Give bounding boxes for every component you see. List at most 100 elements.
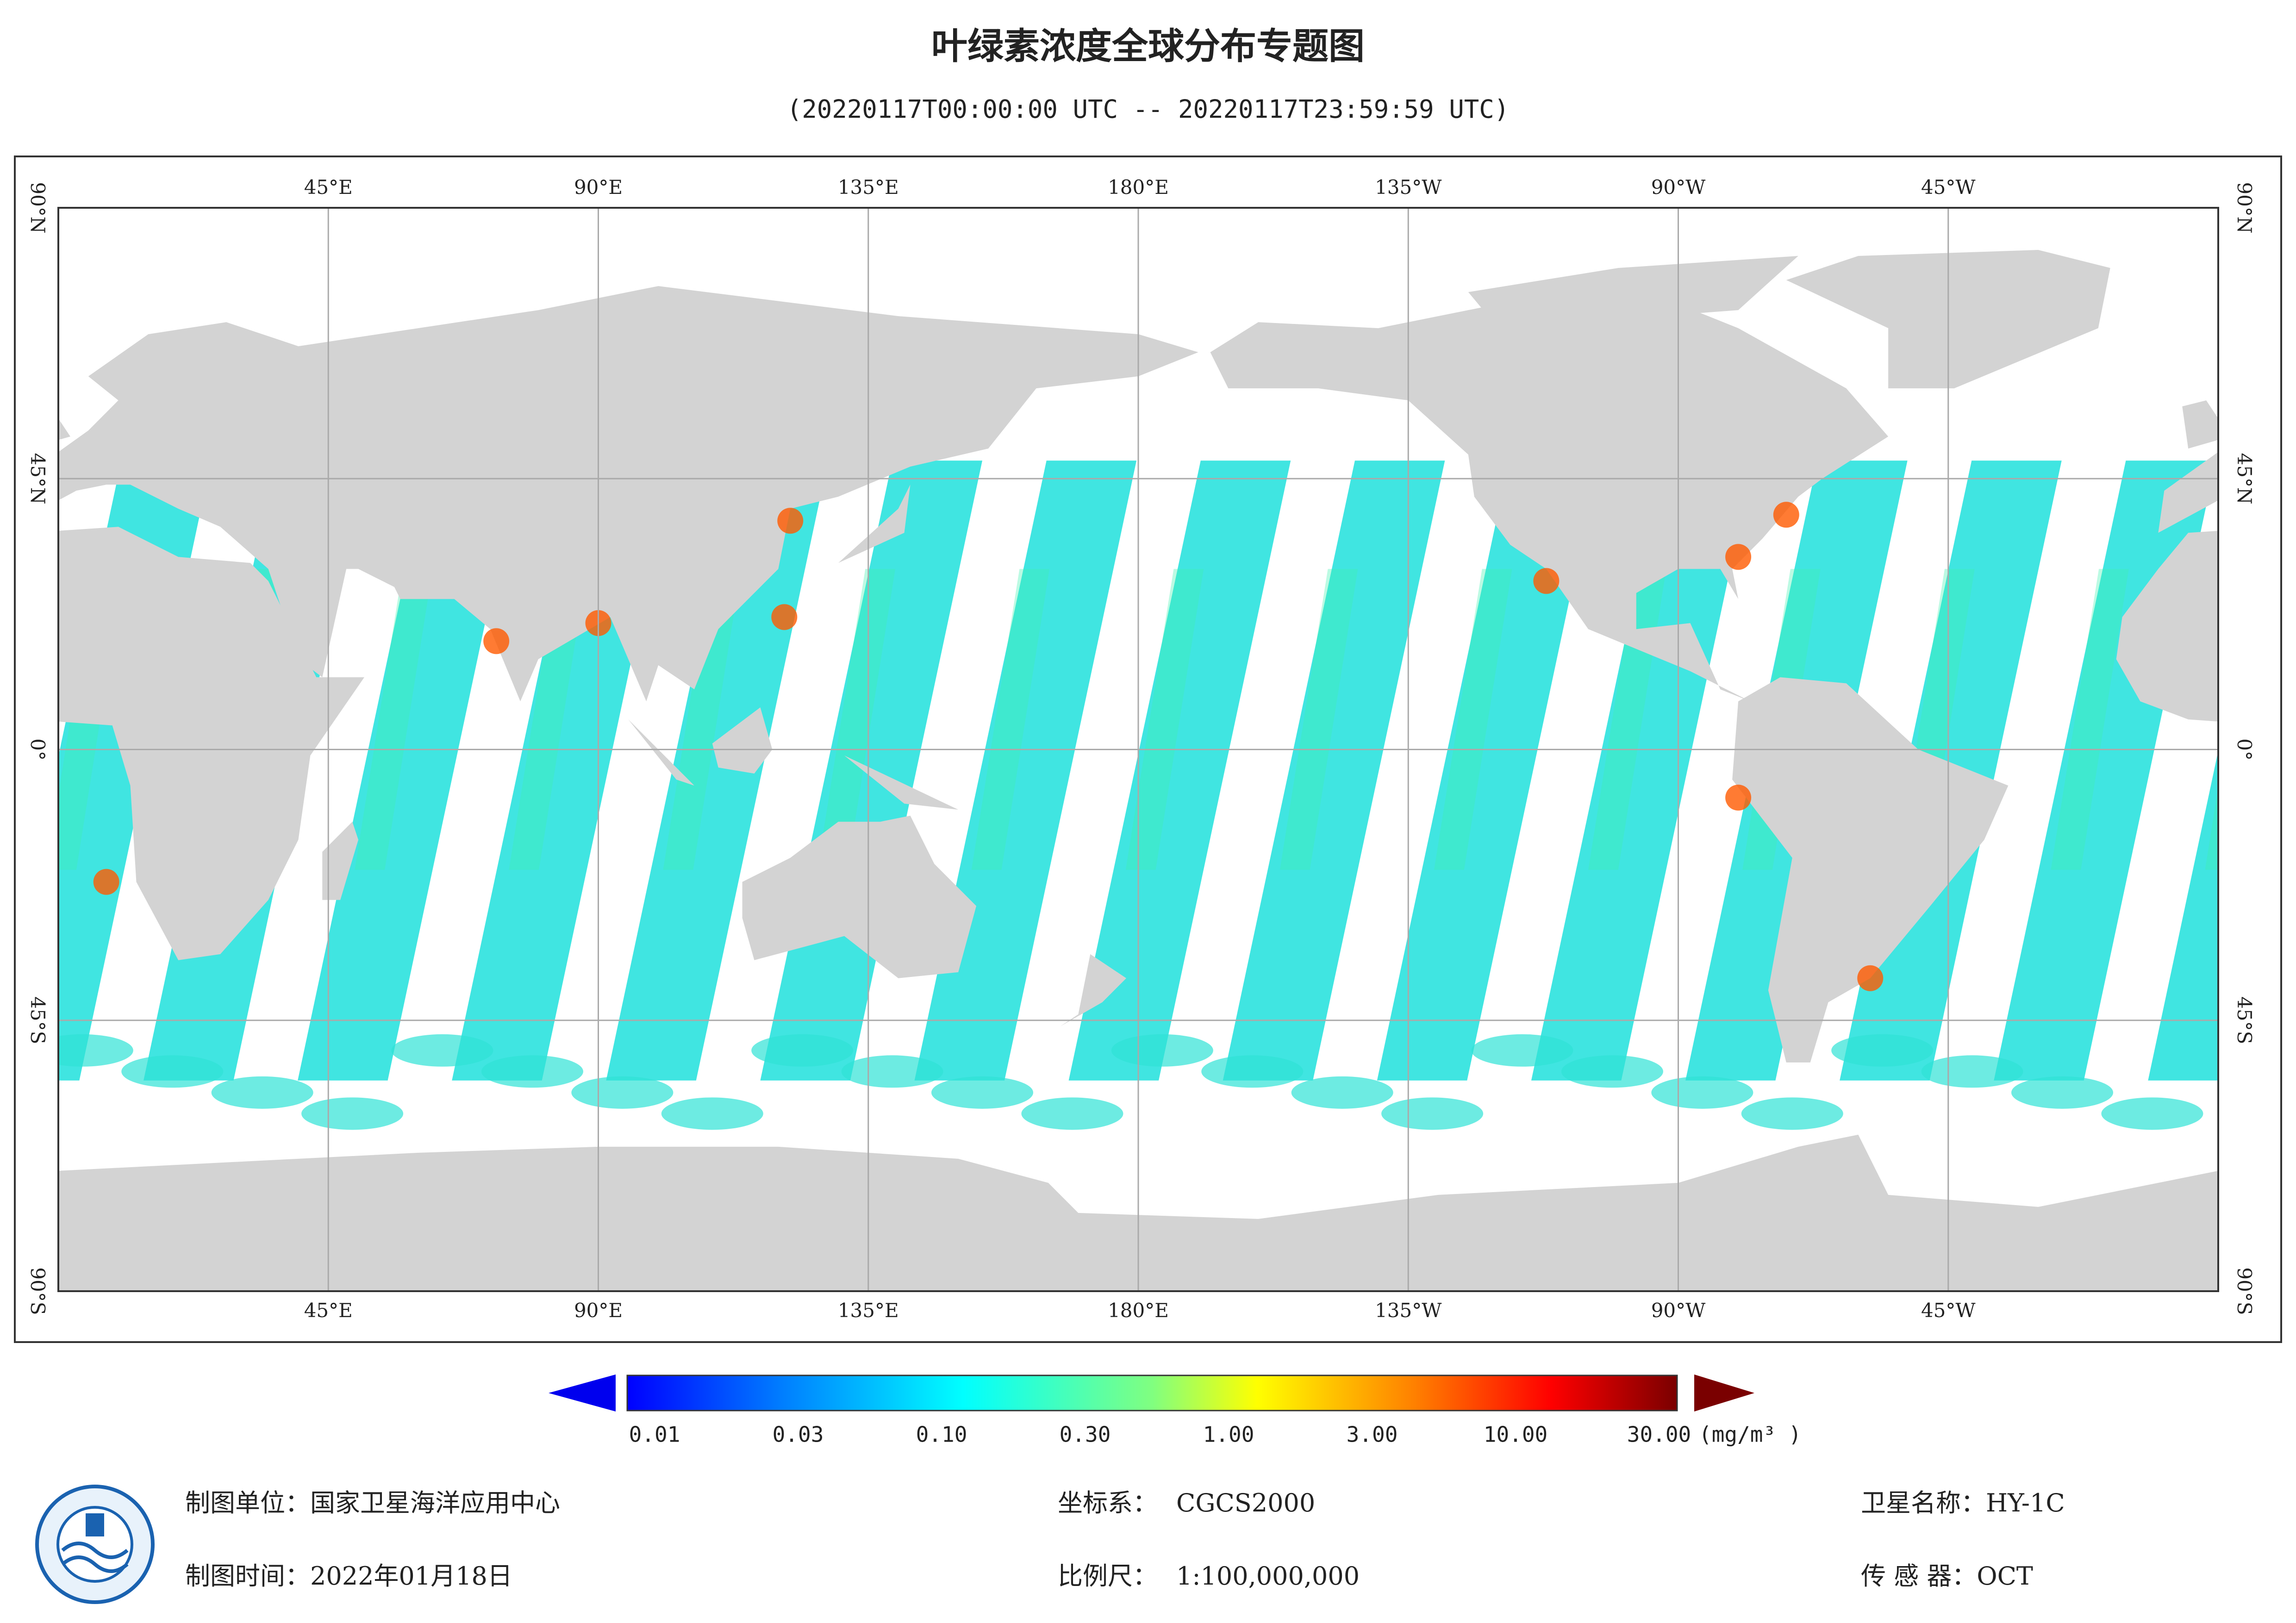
land [844, 755, 959, 810]
lat-label-right: 90°S [2233, 1267, 2256, 1315]
logo-inner [56, 1506, 133, 1583]
coastal-bloom [93, 869, 119, 895]
coastal-bloom [777, 508, 804, 534]
colorbar-label: 10.00 [1484, 1422, 1547, 1447]
footer-crs: 坐标系： CGCS2000 [1058, 1488, 1315, 1517]
southern-patch [841, 1055, 943, 1088]
southern-patch [1741, 1097, 1843, 1130]
swath [1531, 460, 1753, 1081]
colorbar-label: 0.01 [629, 1422, 680, 1447]
land [58, 418, 70, 440]
southern-patch [571, 1076, 674, 1109]
map-labels: 45°E 45°E 90°E 90°E 135°E 135°E 180°E 180°E 135°… [26, 176, 2256, 1322]
lon-label-top: 90°W [1651, 176, 1706, 199]
southern-patch [931, 1076, 1034, 1109]
land [2116, 530, 2218, 722]
footer-value: CGCS2000 [1176, 1488, 1315, 1517]
southern-patch [1921, 1055, 2023, 1088]
southern-patch [58, 1034, 133, 1067]
land [712, 707, 773, 774]
footer-unit: 制图单位：国家卫星海洋应用中心 [185, 1488, 560, 1517]
footer-scale: 比例尺： 1:100,000,000 [1058, 1561, 1360, 1591]
lon-label-bottom: 90°W [1651, 1299, 1706, 1322]
footer-label: 比例尺： [1058, 1561, 1158, 1591]
swath-green [817, 569, 896, 870]
footer-date: 制图时间：2022年01月18日 [185, 1561, 512, 1591]
land [628, 719, 694, 786]
footer-label: 传 感 器： [1861, 1561, 1977, 1591]
southern-patch [1201, 1055, 1304, 1088]
swath [1223, 460, 1445, 1081]
swath-green [2051, 569, 2129, 870]
lat-label-left: 0° [26, 739, 49, 761]
lon-label-bottom: 45°E [304, 1299, 353, 1322]
swath [2148, 751, 2218, 1081]
southern-patch [661, 1097, 763, 1130]
footer-label: 卫星名称： [1861, 1488, 1986, 1517]
southern-patch [1831, 1034, 1934, 1067]
footer-value: HY-1C [1986, 1488, 2065, 1517]
lat-label-right: 45°N [2233, 453, 2256, 504]
land [742, 815, 977, 978]
lon-label-bottom: 45°W [1921, 1299, 1976, 1322]
swath-green [1279, 569, 1358, 870]
land [1060, 954, 1127, 1026]
graticule [58, 208, 2218, 1291]
southern-patch [301, 1097, 404, 1130]
lon-label-top: 135°E [838, 176, 899, 199]
lat-label-left: 90°N [26, 182, 49, 233]
land [2158, 452, 2218, 533]
lon-label-bottom: 135°E [838, 1299, 899, 1322]
land [1210, 304, 1889, 702]
land [58, 527, 365, 960]
footer-satellite: 卫星名称：HY-1C [1861, 1488, 2065, 1517]
footer-value: 2022年01月18日 [310, 1561, 512, 1591]
map-frame [14, 155, 2282, 1343]
colorbar [626, 1374, 1678, 1412]
southern-patch [1111, 1034, 1213, 1067]
southern-patch [2101, 1097, 2203, 1130]
southern-patch [121, 1055, 224, 1088]
colorbar-label: 30.00 [1627, 1422, 1691, 1447]
lat-label-right: 45°S [2233, 996, 2256, 1044]
swath-green [1125, 569, 1204, 870]
land [58, 286, 1198, 702]
coastal-bloom [1725, 784, 1752, 811]
southern-patch [1471, 1034, 1573, 1067]
southern-patch [1381, 1097, 1484, 1130]
lon-label-top: 180°E [1108, 176, 1169, 199]
colorbar-label: 0.03 [773, 1422, 824, 1447]
title: 叶绿素浓度全球分布专题图 [931, 25, 1365, 67]
footer-label: 坐标系： [1058, 1488, 1158, 1517]
swath [298, 460, 520, 1081]
lat-label-right: 90°N [2233, 182, 2256, 233]
colorbar-label: 0.30 [1060, 1422, 1111, 1447]
colorbar-unit: (mg/m³ ) [1699, 1422, 1802, 1447]
lon-label-top: 45°W [1921, 176, 1976, 199]
lat-label-left: 90°S [26, 1267, 49, 1315]
swath-green [509, 569, 587, 870]
subtitle: (20220117T00:00:00 UTC -- 20220117T23:59… [787, 95, 1510, 124]
southern-patch [391, 1034, 493, 1067]
land [2182, 400, 2218, 449]
southern-patch [1561, 1055, 1663, 1088]
colorbar-label: 0.10 [916, 1422, 967, 1447]
coastal-bloom [1725, 544, 1752, 570]
southern-patch [1021, 1097, 1123, 1130]
swath-green [355, 569, 433, 870]
lon-label-bottom: 180°E [1108, 1299, 1169, 1322]
land [838, 485, 911, 563]
swath-green [663, 569, 741, 870]
logo-waves [61, 1542, 129, 1573]
swath-green [971, 569, 1050, 870]
swath [1377, 460, 1599, 1081]
footer-label: 制图时间： [185, 1561, 310, 1591]
land [1468, 256, 1798, 329]
southern-patch [751, 1034, 854, 1067]
map-border [57, 207, 2219, 1292]
coastal-bloom [1857, 965, 1884, 991]
lat-label-left: 45°N [26, 453, 49, 504]
lat-label-right: 0° [2233, 739, 2256, 761]
lon-label-top: 45°E [304, 176, 353, 199]
